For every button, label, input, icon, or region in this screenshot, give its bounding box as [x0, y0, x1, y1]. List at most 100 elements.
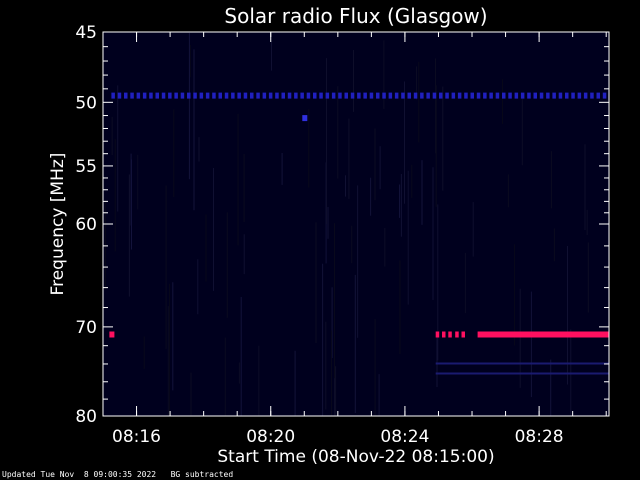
- emission-dot: [369, 92, 374, 99]
- noise-streak: [345, 175, 346, 197]
- emission-dot: [495, 92, 500, 99]
- emission-dot: [231, 92, 235, 99]
- y-tick-label: 55: [75, 157, 97, 177]
- y-tick-label: 50: [75, 93, 97, 113]
- emission-dot: [212, 92, 216, 99]
- emission-dot: [142, 92, 147, 99]
- emission-dot: [262, 92, 267, 99]
- emission-dot: [502, 92, 506, 99]
- noise-streak: [224, 337, 226, 416]
- emission-dot: [571, 92, 575, 99]
- emission-dot: [520, 92, 525, 99]
- emission-dot: [420, 92, 424, 99]
- y-tick-label: 70: [75, 318, 97, 338]
- noise-streak: [331, 287, 333, 358]
- noise-streak: [472, 202, 474, 257]
- chart-title: Solar radio Flux (Glasgow): [224, 4, 487, 28]
- emission-dot: [281, 92, 285, 99]
- footer: Updated Tue Nov 8 09:00:35 2022 BG subtr…: [2, 470, 233, 479]
- noise-streak: [117, 85, 119, 212]
- noise-streak: [411, 164, 413, 198]
- noise-streak: [432, 167, 434, 300]
- emission-dot: [136, 92, 141, 99]
- emission-dot: [394, 92, 399, 99]
- faint-streaks: [105, 33, 589, 416]
- emission-dot: [413, 92, 418, 99]
- x-axis-label: Start Time (08-Nov-22 08:15:00): [217, 447, 494, 467]
- noise-streak: [237, 113, 239, 246]
- noise-streak: [370, 177, 372, 216]
- x-tick-label: 08:28: [515, 427, 564, 447]
- emission-dot: [331, 92, 336, 99]
- emission-dot: [193, 92, 197, 99]
- y-tick-label: 45: [75, 23, 97, 43]
- emission-dot: [350, 92, 355, 99]
- noise-streak: [240, 297, 242, 416]
- noise-streak: [315, 222, 317, 343]
- emission-dot: [268, 92, 273, 99]
- emission-dot: [470, 92, 474, 99]
- emission-dot: [596, 92, 600, 99]
- emission-dot: [180, 92, 185, 99]
- noise-streak: [374, 128, 376, 201]
- noise-streak: [586, 209, 588, 236]
- emission-dot: [357, 92, 361, 99]
- emission-dot: [590, 92, 594, 99]
- noise-streak: [213, 168, 214, 291]
- emission-spot: [302, 115, 308, 122]
- noise-streak: [416, 66, 417, 100]
- emission-dot: [552, 92, 556, 99]
- emission-dot: [448, 331, 452, 338]
- noise-streak: [271, 41, 272, 71]
- noise-streak: [198, 137, 200, 162]
- noise-streak: [354, 274, 356, 413]
- noise-streak: [519, 288, 521, 388]
- noise-streak: [325, 321, 327, 410]
- noise-streak: [530, 291, 532, 398]
- emission-features: [109, 92, 609, 375]
- emission-dot: [508, 92, 512, 99]
- noise-streak: [584, 144, 586, 230]
- noise-streak: [404, 81, 405, 204]
- noise-streak: [435, 85, 437, 207]
- emission-dot: [464, 92, 468, 99]
- emission-dot: [527, 92, 531, 99]
- noise-streak: [507, 174, 509, 208]
- noise-streak: [399, 260, 401, 355]
- noise-streak: [464, 252, 466, 314]
- emission-dot: [168, 92, 172, 99]
- emission-dot: [455, 331, 459, 338]
- bg-note: BG subtracted: [170, 470, 234, 479]
- emission-dot: [306, 92, 311, 99]
- noise-streak: [167, 306, 169, 416]
- emission-dot: [558, 92, 563, 99]
- emission-dot: [451, 92, 456, 99]
- emission-dot: [442, 331, 446, 338]
- emission-dot: [514, 92, 519, 99]
- updated-timestamp: Updated Tue Nov 8 09:00:35 2022: [2, 470, 157, 479]
- emission-dot: [382, 92, 386, 99]
- noise-streak: [130, 153, 132, 226]
- noise-streak: [587, 242, 589, 313]
- emission-dot: [224, 92, 229, 99]
- noise-streak: [258, 345, 260, 416]
- emission-dot: [319, 92, 323, 99]
- emission-dot: [426, 92, 430, 99]
- x-tick-label: 08:16: [112, 427, 161, 447]
- noise-streak: [188, 33, 190, 180]
- noise-streak: [351, 225, 353, 264]
- emission-dot: [602, 92, 607, 99]
- noise-streak: [400, 174, 402, 237]
- noise-streak: [567, 246, 568, 385]
- faint-band: [435, 362, 609, 365]
- noise-streak: [379, 146, 381, 190]
- emission-dot: [250, 92, 254, 99]
- emission-dot: [124, 92, 128, 99]
- emission-dot: [155, 92, 159, 99]
- noise-streak: [550, 359, 552, 416]
- noise-streak: [384, 228, 386, 267]
- emission-dot: [218, 92, 222, 99]
- emission-dot: [432, 92, 437, 99]
- emission-dot: [187, 92, 191, 99]
- noise-streak: [327, 207, 329, 239]
